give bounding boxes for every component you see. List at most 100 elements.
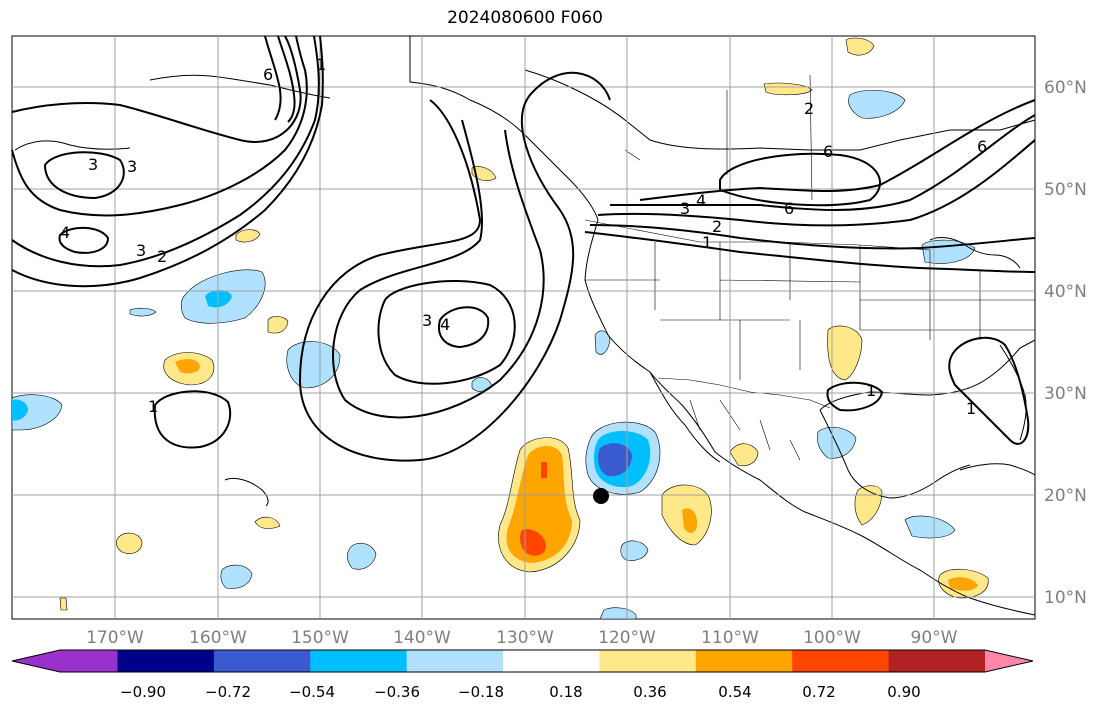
- shading-layer: [11, 37, 989, 620]
- coastline-bering: [14, 140, 131, 151]
- shading-negative-8: [904, 515, 956, 539]
- colorbar-segment: [117, 650, 215, 672]
- coastline-yucatan: [819, 409, 971, 499]
- contour-hawaii-1: [153, 390, 232, 449]
- contour-label: 3: [422, 311, 432, 330]
- shading-negative-14: [129, 307, 157, 317]
- border-states-2: [860, 250, 1035, 340]
- coastline-cuba: [959, 463, 1036, 476]
- contour-high-6: [719, 152, 881, 207]
- lon-label: 170°W: [86, 628, 144, 648]
- border-us-mexico: [657, 377, 831, 409]
- contour-ridge-2: [332, 119, 545, 419]
- contour-jet-5: [584, 231, 1036, 273]
- lon-label: 120°W: [598, 628, 656, 648]
- contour-west-4: [11, 35, 324, 288]
- shading-positive-10: [254, 516, 281, 529]
- shading-positive-12: [845, 37, 875, 56]
- contour-label: 3: [88, 155, 98, 174]
- coastline-gulf: [819, 339, 1036, 411]
- lon-label: 100°W: [803, 628, 861, 648]
- contour-ridge-4: [438, 306, 490, 349]
- colorbar-tick-label: −0.36: [374, 683, 420, 701]
- coastline-florida: [999, 344, 1027, 441]
- contour-ridge-outer: [298, 71, 611, 462]
- coastline-hawaii: [224, 477, 269, 507]
- shading-negative-6: [921, 239, 976, 264]
- colorbar-segment: [599, 650, 697, 672]
- contour-label: 6: [977, 137, 987, 156]
- contour-west-2: [11, 35, 308, 217]
- coastline-baja: [649, 371, 721, 463]
- shading-orange-2: [682, 508, 698, 533]
- shading-positive-11: [235, 229, 261, 243]
- colorbar-segment: [60, 650, 118, 672]
- lon-label: 130°W: [496, 628, 554, 648]
- shading-positive-4: [827, 325, 863, 381]
- colorbar-outline: [11, 649, 1034, 673]
- contour-label: 6: [784, 199, 794, 218]
- contour-label: 2: [712, 217, 722, 236]
- shading-negative-9: [346, 542, 377, 570]
- colorbar-segment: [310, 650, 408, 672]
- lon-label: 90°W: [911, 628, 958, 648]
- map-title: 2024080600 F060: [447, 8, 603, 28]
- colorbar-segment: [792, 650, 890, 672]
- shading-orange-7: [948, 577, 978, 591]
- shading-darkblue-main: [598, 443, 632, 477]
- coastline-west: [584, 219, 1036, 616]
- coastline-great-lakes: [929, 237, 1021, 269]
- colorbar-tick-label: 0.18: [549, 683, 582, 701]
- contour-west-3: [11, 35, 320, 268]
- contour-low-4: [58, 226, 110, 254]
- contour-jet-4: [589, 224, 1036, 250]
- colorbar-tick-label: −0.90: [120, 683, 166, 701]
- lon-label: 160°W: [189, 628, 247, 648]
- lon-label: 150°W: [291, 628, 349, 648]
- shading-red-1: [520, 528, 546, 556]
- contour-label: 1: [702, 233, 712, 252]
- contour-jet-1: [639, 99, 1036, 201]
- colorbar-segment: [406, 650, 504, 672]
- contour-labels: 1 6 3 3 4 3 2 1 3 4 4 3 2 1 6 6 1 1 2 6: [60, 55, 987, 418]
- colorbar-tick-labels: −0.90 −0.72 −0.54 −0.36 −0.18 0.18 0.36 …: [120, 683, 921, 701]
- colorbar-segment: [12, 650, 60, 672]
- colorbar-tick-label: 0.72: [802, 683, 835, 701]
- colorbar-tick-label: −0.18: [458, 683, 504, 701]
- colorbar-tick-label: −0.72: [205, 683, 251, 701]
- contour-label: 6: [823, 142, 833, 161]
- shading-negative-5: [848, 90, 906, 119]
- lat-label: 40°N: [1044, 282, 1087, 302]
- contour-label: 3: [127, 157, 137, 176]
- contour-jet-2: [610, 114, 1036, 211]
- shading-positive-13: [763, 82, 813, 96]
- shading-red-2: [541, 462, 547, 478]
- contour-label: 1: [148, 397, 158, 416]
- contour-west-5: [264, 35, 282, 121]
- contour-label: 1: [316, 55, 326, 74]
- colorbar-segment: [985, 650, 1033, 672]
- location-marker: [593, 488, 609, 504]
- colorbar-segment: [888, 650, 986, 672]
- lat-label: 30°N: [1044, 384, 1087, 404]
- border-states-1: [585, 242, 930, 380]
- shading-orange-3: [175, 358, 200, 374]
- shading-cyan-4: [12, 399, 28, 421]
- shading-positive-6: [854, 485, 883, 526]
- colorbar-tick-label: 0.54: [718, 683, 751, 701]
- contour-label: 3: [680, 199, 690, 218]
- contour-label: 4: [696, 191, 706, 210]
- contour-ridge-3: [377, 279, 516, 385]
- colorbar-tick-label: −0.54: [289, 683, 335, 701]
- colorbar-tick-label: 0.36: [633, 683, 666, 701]
- longitude-labels: 170°W 160°W 150°W 140°W 130°W 120°W 110°…: [86, 628, 958, 648]
- lat-label: 20°N: [1044, 486, 1087, 506]
- colorbar: −0.90 −0.72 −0.54 −0.36 −0.18 0.18 0.36 …: [11, 649, 1034, 701]
- contour-west-1: [11, 35, 302, 143]
- shading-positive-5: [729, 443, 759, 467]
- lon-label: 140°W: [393, 628, 451, 648]
- lat-label: 60°N: [1044, 78, 1087, 98]
- contour-west-6: [277, 35, 296, 123]
- contour-label: 1: [866, 381, 876, 400]
